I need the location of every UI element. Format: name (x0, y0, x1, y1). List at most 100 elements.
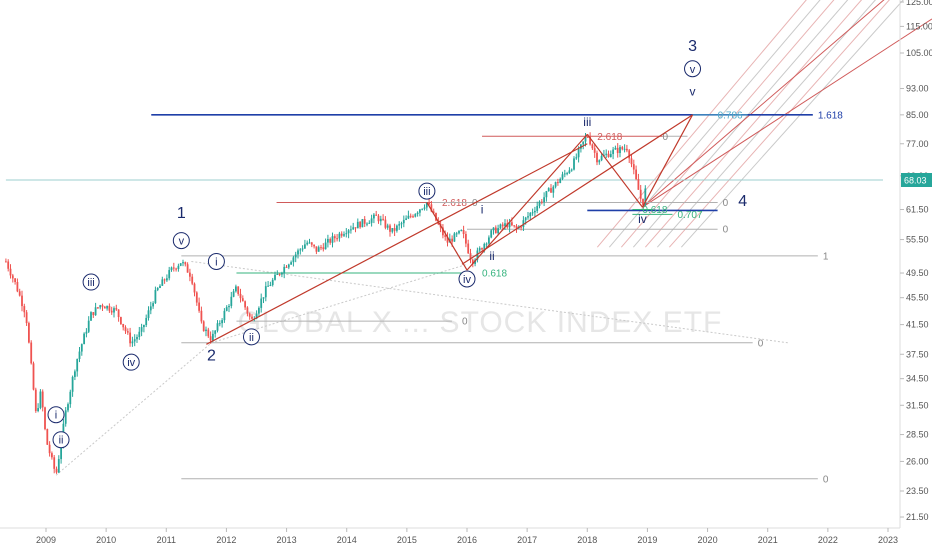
candle-body (184, 262, 187, 265)
candle-body (471, 259, 474, 264)
candle-body (260, 298, 263, 308)
last-price-badge (901, 172, 932, 187)
candle-body (492, 227, 495, 231)
candle-body (241, 298, 244, 302)
candle-body (251, 316, 253, 319)
x-tick-label: 2017 (517, 535, 537, 545)
candle-body (419, 209, 421, 213)
candle-body (538, 201, 541, 206)
candle-body (543, 197, 546, 203)
fib-level-label: 0 (723, 198, 729, 209)
candle-body (554, 182, 557, 187)
candle-body (83, 333, 86, 345)
wave-label: ii (489, 249, 494, 263)
candle-body (221, 320, 224, 324)
candle-body (336, 238, 339, 240)
candle-body (370, 218, 373, 223)
candle-body (14, 278, 17, 282)
candle-body (281, 273, 283, 275)
candle-body (175, 268, 178, 270)
candle-body (189, 272, 191, 277)
x-tick-label: 2010 (96, 535, 116, 545)
candle-body (635, 169, 638, 180)
candle-body (515, 225, 518, 229)
candle-body (255, 313, 258, 319)
candle-body (113, 308, 115, 313)
candle-body (320, 247, 322, 249)
candle-body (124, 327, 127, 332)
candle-body (306, 242, 309, 245)
candle-body (586, 136, 589, 138)
candle-body (632, 164, 635, 170)
candle-body (327, 238, 329, 243)
candle-body (145, 317, 148, 325)
candle-body (230, 296, 233, 306)
candle-body (430, 204, 433, 212)
candle-body (568, 170, 571, 174)
candle-body (285, 266, 288, 268)
candle-body (34, 389, 37, 411)
candle-body (391, 228, 394, 232)
candle-body (340, 233, 343, 236)
candle-body (129, 332, 132, 344)
wave-label: 3 (688, 38, 697, 55)
candle-body (425, 202, 428, 208)
candle-body (499, 224, 502, 229)
candle-body (110, 310, 113, 313)
fan-line (596, 0, 807, 248)
candle-body (39, 391, 42, 409)
candle-body (423, 207, 426, 209)
candle-body (133, 339, 136, 342)
y-tick-label: 115.00 (906, 21, 932, 31)
candle-body (57, 459, 60, 473)
trendline (586, 134, 643, 208)
candle-body (310, 242, 313, 245)
candle-body (534, 210, 536, 213)
candle-body (152, 303, 155, 307)
candle-body (172, 267, 175, 269)
x-tick-label: 2021 (758, 535, 778, 545)
wave-label-circle (418, 182, 436, 200)
y-tick-label: 45.50 (906, 293, 929, 303)
candle-body (136, 337, 138, 340)
candle-body (218, 323, 221, 325)
y-tick-label: 93.00 (906, 84, 929, 94)
candle-body (294, 254, 297, 258)
candle-body (356, 221, 359, 229)
candle-body (552, 186, 555, 193)
fan-dotted (191, 260, 788, 344)
candle-body (140, 327, 143, 332)
candle-body (409, 215, 412, 217)
candle-body (207, 329, 210, 337)
candle-body (494, 227, 497, 234)
candle-body (78, 351, 81, 359)
wave-label-circle (242, 328, 260, 346)
fib-level-label: 0 (758, 338, 764, 349)
candle-body (414, 214, 417, 217)
candle-body (44, 407, 46, 430)
fib-level-label: 1.618 (818, 110, 843, 121)
x-tick-label: 2012 (216, 535, 236, 545)
candle-body (177, 265, 180, 270)
candle-body (536, 205, 539, 211)
candle-body (166, 278, 168, 281)
candle-body (421, 208, 424, 210)
candle-body (205, 329, 207, 332)
candle-body (64, 410, 67, 424)
candle-body (460, 230, 463, 232)
x-tick-label: 2016 (457, 535, 477, 545)
candle-body (619, 147, 621, 154)
candle-body (274, 274, 276, 280)
candle-body (644, 188, 647, 206)
candle-body (53, 457, 56, 469)
candle-body (642, 198, 644, 206)
wave-label-circle (47, 406, 65, 424)
candle-body (596, 152, 598, 163)
candle-body (621, 147, 624, 150)
candle-body (232, 291, 235, 297)
candle-body (315, 246, 318, 252)
candle-body (501, 224, 504, 227)
candle-body (271, 279, 274, 285)
candle-body (7, 261, 10, 269)
